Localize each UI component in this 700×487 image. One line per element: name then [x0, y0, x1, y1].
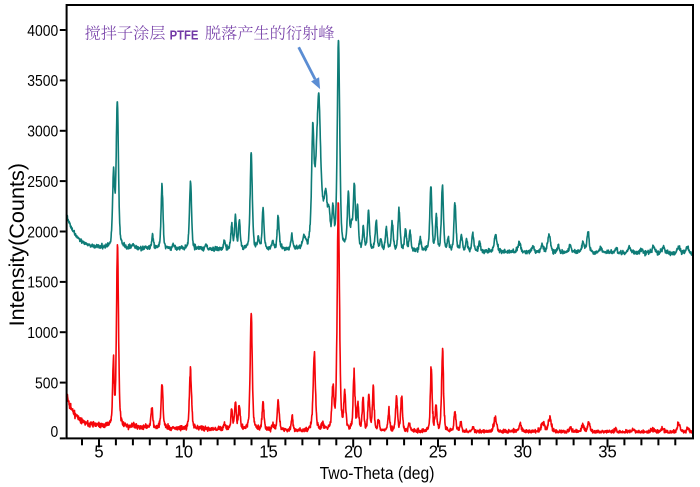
svg-text:3000: 3000: [27, 123, 58, 141]
svg-text:3500: 3500: [27, 72, 58, 90]
svg-text:2000: 2000: [27, 223, 58, 241]
svg-text:2500: 2500: [27, 173, 58, 191]
svg-text:15: 15: [259, 442, 277, 461]
svg-text:25: 25: [429, 442, 447, 461]
svg-text:20: 20: [344, 442, 362, 461]
svg-text:10: 10: [175, 442, 193, 461]
svg-text:4000: 4000: [27, 22, 58, 40]
svg-text:Intensity(Counts): Intensity(Counts): [5, 163, 29, 326]
svg-text:5: 5: [94, 442, 103, 461]
svg-text:Two-Theta (deg): Two-Theta (deg): [320, 463, 435, 483]
svg-text:1500: 1500: [27, 274, 58, 292]
svg-text:PTFE: PTFE: [170, 28, 199, 42]
svg-text:0: 0: [50, 423, 58, 441]
svg-text:1000: 1000: [27, 324, 58, 342]
svg-text:35: 35: [598, 442, 616, 461]
svg-text:30: 30: [514, 442, 532, 461]
svg-text:500: 500: [35, 375, 58, 393]
